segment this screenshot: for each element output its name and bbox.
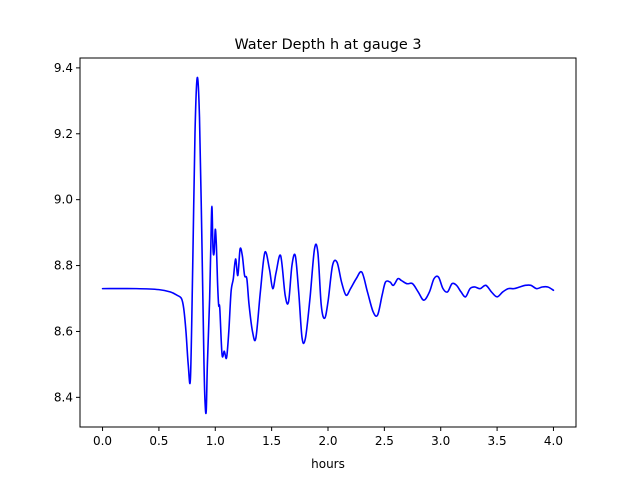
x-tick-label: 1.5 xyxy=(262,434,281,448)
plot-area xyxy=(79,57,577,428)
x-tick-label: 3.5 xyxy=(488,434,507,448)
x-tick-label: 1.0 xyxy=(206,434,225,448)
y-tick-label: 8.6 xyxy=(54,324,73,338)
series-line xyxy=(101,76,555,415)
y-axis: 8.4 8.6 8.8 9.0 9.2 9.4 xyxy=(54,61,80,404)
x-tick-label: 0.5 xyxy=(149,434,168,448)
y-tick-label: 9.2 xyxy=(54,127,73,141)
y-tick-label: 8.8 xyxy=(54,259,73,273)
y-tick-label: 9.4 xyxy=(54,61,73,75)
chart-title: Water Depth h at gauge 3 xyxy=(234,37,421,53)
x-tick-label: 2.5 xyxy=(375,434,394,448)
x-tick-label: 4.0 xyxy=(544,434,563,448)
x-axis: 0.0 0.5 1.0 1.5 2.0 2.5 3.0 3.5 4.0 xyxy=(93,427,563,448)
x-tick-label: 3.0 xyxy=(431,434,450,448)
x-tick-label: 0.0 xyxy=(93,434,112,448)
x-tick-label: 2.0 xyxy=(318,434,337,448)
y-tick-label: 8.4 xyxy=(54,390,73,404)
x-axis-title: hours xyxy=(311,457,345,471)
axes-frame xyxy=(79,57,577,428)
y-tick-label: 9.0 xyxy=(54,193,73,207)
